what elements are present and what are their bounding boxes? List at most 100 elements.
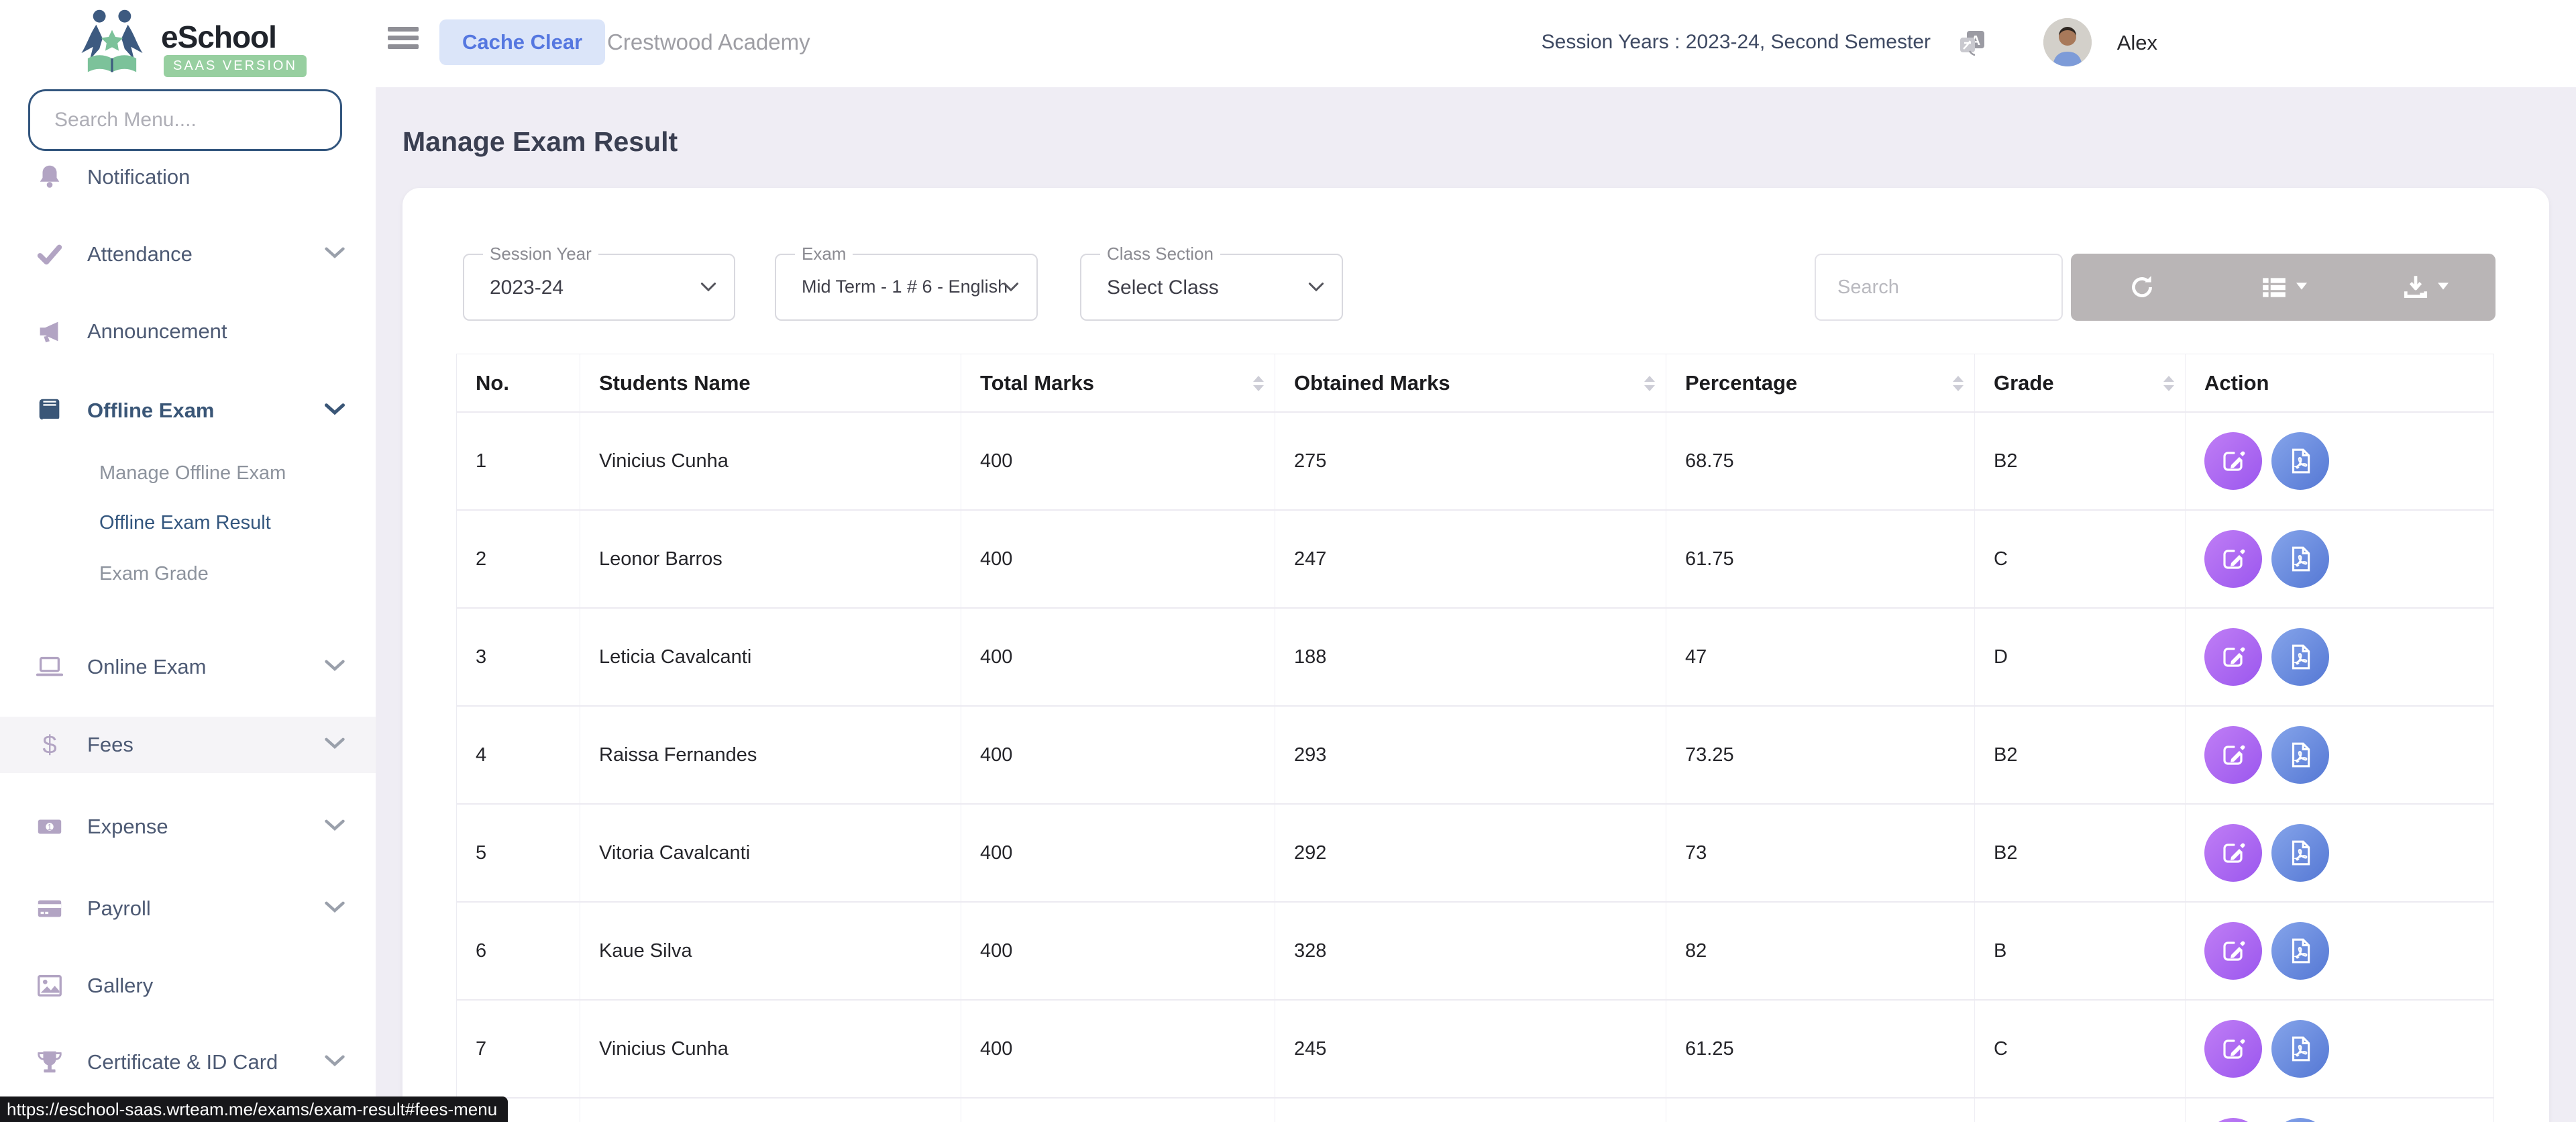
cell-no: 4	[457, 707, 580, 803]
download-pdf-button[interactable]	[2271, 1118, 2329, 1122]
session-year-select[interactable]: Session Year 2023-24	[463, 244, 735, 321]
sidebar-item-announcement[interactable]: Announcement	[0, 303, 376, 360]
download-pdf-button[interactable]	[2271, 726, 2329, 784]
exam-select[interactable]: Exam Mid Term - 1 # 6 - English	[775, 244, 1038, 321]
download-pdf-button[interactable]	[2271, 1020, 2329, 1078]
sidebar-item-gallery[interactable]: Gallery	[0, 958, 376, 1014]
class-section-select[interactable]: Class Section Select Class	[1080, 244, 1343, 321]
col-header-action: Action	[2204, 370, 2269, 395]
cell-percentage: 73.25	[1666, 707, 1975, 803]
download-pdf-button[interactable]	[2271, 628, 2329, 686]
brand-name: eSchool	[161, 19, 277, 54]
col-header-percentage[interactable]: Percentage	[1666, 354, 1975, 411]
edit-result-button[interactable]	[2204, 1118, 2262, 1122]
eschool-logo-icon	[81, 9, 143, 72]
sort-icon[interactable]	[1953, 376, 1964, 391]
cache-clear-button[interactable]: Cache Clear	[439, 19, 606, 65]
chevron-down-icon	[1308, 282, 1324, 295]
cell-actions	[2186, 1001, 2495, 1097]
edit-result-button[interactable]	[2204, 628, 2262, 686]
exam-result-table: No. Students Name Total Marks Obtained M…	[456, 354, 2494, 1122]
edit-result-button[interactable]	[2204, 726, 2262, 784]
page-title: Manage Exam Result	[402, 126, 678, 157]
export-download-button[interactable]	[2354, 254, 2496, 321]
dollar-icon: $	[34, 729, 66, 761]
cell-grade: C	[1975, 1001, 2186, 1097]
cell-actions	[2186, 413, 2495, 509]
col-header-total-marks[interactable]: Total Marks	[961, 354, 1275, 411]
col-header-students-name[interactable]: Students Name	[580, 354, 961, 411]
sidebar-item-notification[interactable]: Notification	[0, 149, 376, 205]
chevron-down-icon	[325, 901, 345, 917]
download-pdf-button[interactable]	[2271, 530, 2329, 588]
refresh-button[interactable]	[2071, 254, 2212, 321]
sidebar-item-certificate-id-card[interactable]: Certificate & ID Card	[0, 1034, 376, 1090]
sidebar-item-fees[interactable]: $ Fees	[0, 717, 376, 773]
col-header-grade[interactable]: Grade	[1975, 354, 2186, 411]
sidebar-item-offline-exam[interactable]: Offline Exam	[0, 382, 376, 439]
language-translate-icon[interactable]: A	[1956, 27, 1988, 59]
book-icon	[34, 395, 66, 427]
sidebar-subitem-offline-exam-result[interactable]: Offline Exam Result	[99, 502, 354, 544]
sidebar-item-expense[interactable]: 1 Expense	[0, 799, 376, 855]
sort-icon[interactable]	[1644, 376, 1655, 391]
edit-result-button[interactable]	[2204, 1020, 2262, 1078]
sidebar-subitem-label: Offline Exam Result	[99, 511, 271, 533]
megaphone-icon	[34, 315, 66, 348]
credit-card-icon	[34, 892, 66, 925]
sidebar-item-attendance[interactable]: Attendance	[0, 226, 376, 283]
exam-value: Mid Term - 1 # 6 - English	[802, 276, 1008, 297]
cell-total-marks: 400	[961, 413, 1275, 509]
table-list-icon	[2262, 278, 2286, 297]
edit-result-button[interactable]	[2204, 530, 2262, 588]
sidebar: eSchool SAAS VERSION Notification Attend…	[0, 0, 376, 1122]
school-name: Crestwood Academy	[607, 30, 810, 54]
chevron-down-icon	[325, 660, 345, 675]
table-row: 6 Kaue Silva 400 328 82 B	[457, 901, 2493, 999]
hamburger-menu-icon[interactable]	[388, 27, 419, 59]
table-row: 3 Leticia Cavalcanti 400 188 47 D	[457, 607, 2493, 705]
svg-text:$: $	[42, 730, 56, 759]
exam-label: Exam	[795, 244, 853, 264]
class-section-value: Select Class	[1107, 276, 1219, 299]
sort-icon[interactable]	[1253, 376, 1264, 391]
session-year-value: 2023-24	[490, 276, 564, 299]
download-pdf-button[interactable]	[2271, 922, 2329, 980]
cell-total-marks: 400	[961, 1001, 1275, 1097]
columns-button[interactable]	[2212, 254, 2354, 321]
download-pdf-button[interactable]	[2271, 824, 2329, 882]
caret-down-icon	[2296, 281, 2307, 293]
edit-result-button[interactable]	[2204, 432, 2262, 490]
cell-percentage: 68.75	[1666, 413, 1975, 509]
sidebar-item-online-exam[interactable]: Online Exam	[0, 639, 376, 695]
sidebar-item-payroll[interactable]: Payroll	[0, 880, 376, 937]
download-icon	[2404, 276, 2427, 299]
chevron-down-icon	[325, 403, 345, 419]
app-logo[interactable]: eSchool SAAS VERSION	[0, 0, 376, 87]
table-row: 7 Vinicius Cunha 400 245 61.25 C	[457, 999, 2493, 1097]
download-pdf-button[interactable]	[2271, 432, 2329, 490]
trophy-icon	[34, 1046, 66, 1078]
table-search-input[interactable]	[1815, 254, 2063, 321]
col-header-obtained-marks[interactable]: Obtained Marks	[1275, 354, 1666, 411]
cell-total-marks: 400	[961, 707, 1275, 803]
cell-grade: C	[1975, 511, 2186, 607]
sidebar-item-label: Fees	[87, 733, 133, 756]
user-avatar[interactable]	[2043, 18, 2092, 66]
sidebar-subitem-manage-offline-exam[interactable]: Manage Offline Exam	[99, 452, 354, 494]
cell-actions	[2186, 805, 2495, 901]
sort-icon[interactable]	[2163, 376, 2174, 391]
edit-result-button[interactable]	[2204, 922, 2262, 980]
col-header-no[interactable]: No.	[457, 354, 580, 411]
cell-obtained-marks: 275	[1275, 413, 1666, 509]
edit-result-button[interactable]	[2204, 824, 2262, 882]
chevron-down-icon	[325, 1055, 345, 1070]
status-url-tooltip: https://eschool-saas.wrteam.me/exams/exa…	[0, 1096, 508, 1122]
sidebar-search-input[interactable]	[28, 89, 342, 151]
cell-total-marks	[961, 1099, 1275, 1122]
table-row	[457, 1097, 2493, 1122]
sidebar-subitem-exam-grade[interactable]: Exam Grade	[99, 553, 354, 595]
cell-obtained-marks: 245	[1275, 1001, 1666, 1097]
refresh-icon	[2131, 276, 2152, 297]
cell-obtained-marks: 188	[1275, 609, 1666, 705]
